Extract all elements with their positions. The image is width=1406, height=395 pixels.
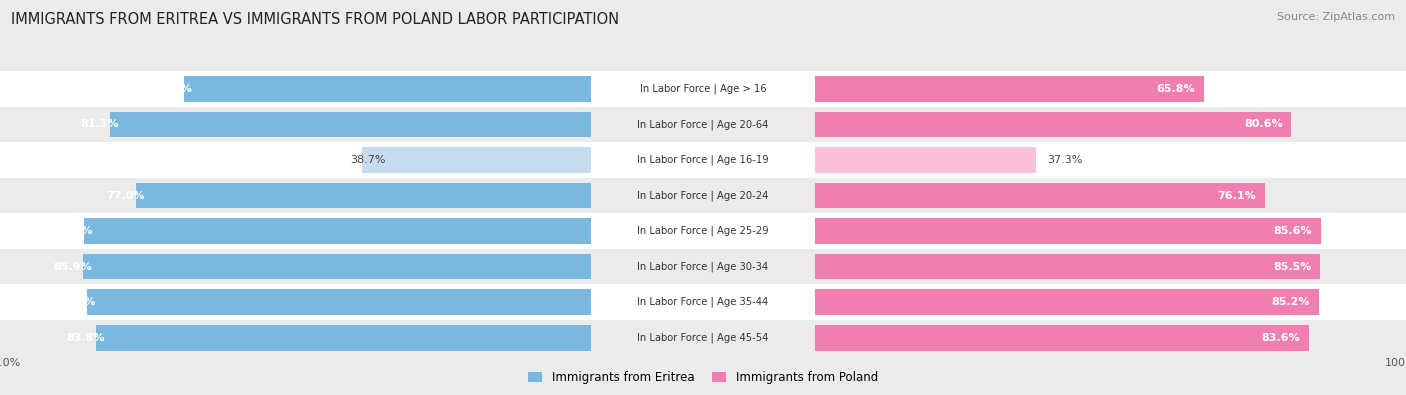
Bar bbox=[111, 112, 591, 137]
Text: 85.9%: 85.9% bbox=[53, 261, 93, 272]
Bar bbox=[591, 178, 815, 213]
Bar bbox=[815, 320, 1406, 356]
Bar bbox=[0, 213, 591, 249]
Bar bbox=[815, 183, 1265, 208]
Text: 77.0%: 77.0% bbox=[107, 190, 145, 201]
Bar bbox=[591, 71, 815, 107]
Text: In Labor Force | Age 16-19: In Labor Force | Age 16-19 bbox=[637, 155, 769, 165]
Bar bbox=[815, 178, 1406, 213]
Text: 85.2%: 85.2% bbox=[58, 297, 96, 307]
Bar bbox=[361, 147, 591, 173]
Text: In Labor Force | Age 45-54: In Labor Force | Age 45-54 bbox=[637, 333, 769, 343]
Bar bbox=[815, 112, 1292, 137]
Text: 85.7%: 85.7% bbox=[55, 226, 93, 236]
Bar bbox=[0, 178, 591, 213]
Bar bbox=[815, 325, 1309, 350]
Text: 85.5%: 85.5% bbox=[1274, 261, 1312, 272]
Text: 85.2%: 85.2% bbox=[1271, 297, 1310, 307]
Text: 81.3%: 81.3% bbox=[80, 119, 120, 130]
Bar bbox=[96, 325, 591, 350]
Text: In Labor Force | Age 20-24: In Labor Force | Age 20-24 bbox=[637, 190, 769, 201]
Bar bbox=[0, 284, 591, 320]
Bar bbox=[815, 249, 1406, 284]
Text: Source: ZipAtlas.com: Source: ZipAtlas.com bbox=[1277, 12, 1395, 22]
Bar bbox=[83, 254, 591, 279]
Bar bbox=[0, 71, 591, 107]
Bar bbox=[0, 107, 591, 142]
Bar bbox=[184, 76, 591, 102]
Text: In Labor Force | Age 35-44: In Labor Force | Age 35-44 bbox=[637, 297, 769, 307]
Bar bbox=[815, 284, 1406, 320]
Bar bbox=[815, 290, 1319, 315]
Bar bbox=[0, 249, 591, 284]
Bar bbox=[815, 254, 1320, 279]
Text: In Labor Force | Age 30-34: In Labor Force | Age 30-34 bbox=[637, 261, 769, 272]
Bar bbox=[591, 107, 815, 142]
Text: 80.6%: 80.6% bbox=[1244, 119, 1282, 130]
Bar bbox=[84, 218, 591, 244]
Bar bbox=[87, 290, 591, 315]
Text: In Labor Force | Age 20-64: In Labor Force | Age 20-64 bbox=[637, 119, 769, 130]
Legend: Immigrants from Eritrea, Immigrants from Poland: Immigrants from Eritrea, Immigrants from… bbox=[523, 367, 883, 389]
Text: 85.6%: 85.6% bbox=[1274, 226, 1312, 236]
Text: In Labor Force | Age 25-29: In Labor Force | Age 25-29 bbox=[637, 226, 769, 236]
Text: In Labor Force | Age > 16: In Labor Force | Age > 16 bbox=[640, 84, 766, 94]
Text: IMMIGRANTS FROM ERITREA VS IMMIGRANTS FROM POLAND LABOR PARTICIPATION: IMMIGRANTS FROM ERITREA VS IMMIGRANTS FR… bbox=[11, 12, 620, 27]
Text: 83.8%: 83.8% bbox=[66, 333, 104, 343]
Text: 37.3%: 37.3% bbox=[1047, 155, 1083, 165]
Bar bbox=[815, 142, 1406, 178]
Bar bbox=[591, 284, 815, 320]
Text: 76.1%: 76.1% bbox=[1218, 190, 1256, 201]
Text: 38.7%: 38.7% bbox=[350, 155, 385, 165]
Bar bbox=[815, 147, 1036, 173]
Bar bbox=[591, 320, 815, 356]
Bar bbox=[815, 76, 1204, 102]
Bar bbox=[591, 249, 815, 284]
Bar bbox=[815, 218, 1322, 244]
Bar bbox=[591, 142, 815, 178]
Bar bbox=[136, 183, 591, 208]
Bar bbox=[591, 213, 815, 249]
Bar bbox=[0, 142, 591, 178]
Text: 68.9%: 68.9% bbox=[153, 84, 193, 94]
Bar bbox=[815, 213, 1406, 249]
Bar bbox=[815, 107, 1406, 142]
Text: 83.6%: 83.6% bbox=[1261, 333, 1301, 343]
Bar bbox=[815, 71, 1406, 107]
Bar bbox=[0, 320, 591, 356]
Text: 65.8%: 65.8% bbox=[1157, 84, 1195, 94]
